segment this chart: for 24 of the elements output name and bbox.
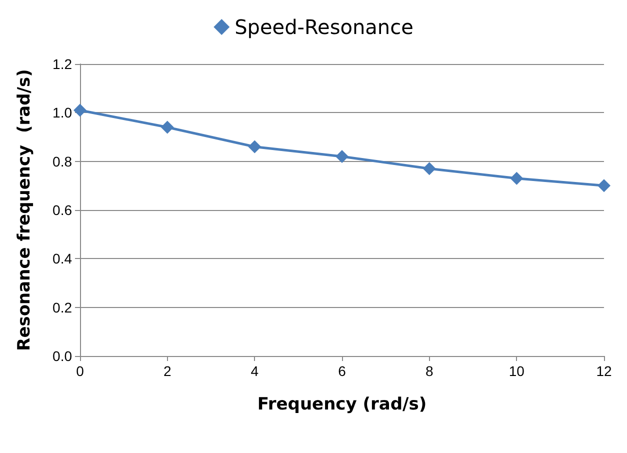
point bbox=[598, 179, 610, 192]
point bbox=[422, 162, 436, 176]
y-tick-label: 0.4 bbox=[52, 250, 72, 267]
x-tick-label: 2 bbox=[163, 363, 172, 379]
y-tick-label: 0.8 bbox=[52, 153, 72, 170]
point bbox=[74, 104, 86, 117]
y-tick-label: 0.2 bbox=[52, 299, 72, 316]
x-tick-label: 6 bbox=[338, 363, 346, 379]
y-axis-title: Resonance frequency (rad/s) bbox=[14, 69, 34, 351]
x-tick-label: 12 bbox=[596, 363, 612, 379]
legend-label: Speed-Resonance bbox=[234, 15, 414, 39]
x-tick-label: 8 bbox=[425, 363, 434, 379]
y-tick-label: 0.0 bbox=[52, 348, 72, 364]
x-tick-label: 4 bbox=[250, 363, 259, 379]
x-tick-label: 0 bbox=[76, 363, 84, 379]
point bbox=[248, 140, 262, 154]
y-tick-label: 1.0 bbox=[52, 104, 72, 121]
point bbox=[160, 120, 174, 134]
y-tick-label: 0.6 bbox=[52, 202, 72, 218]
point bbox=[510, 172, 524, 185]
y-tick-label: 1.2 bbox=[52, 56, 72, 72]
x-axis-title: Frequency (rad/s) bbox=[257, 394, 427, 414]
point bbox=[336, 150, 348, 163]
x-tick-label: 10 bbox=[508, 363, 525, 379]
